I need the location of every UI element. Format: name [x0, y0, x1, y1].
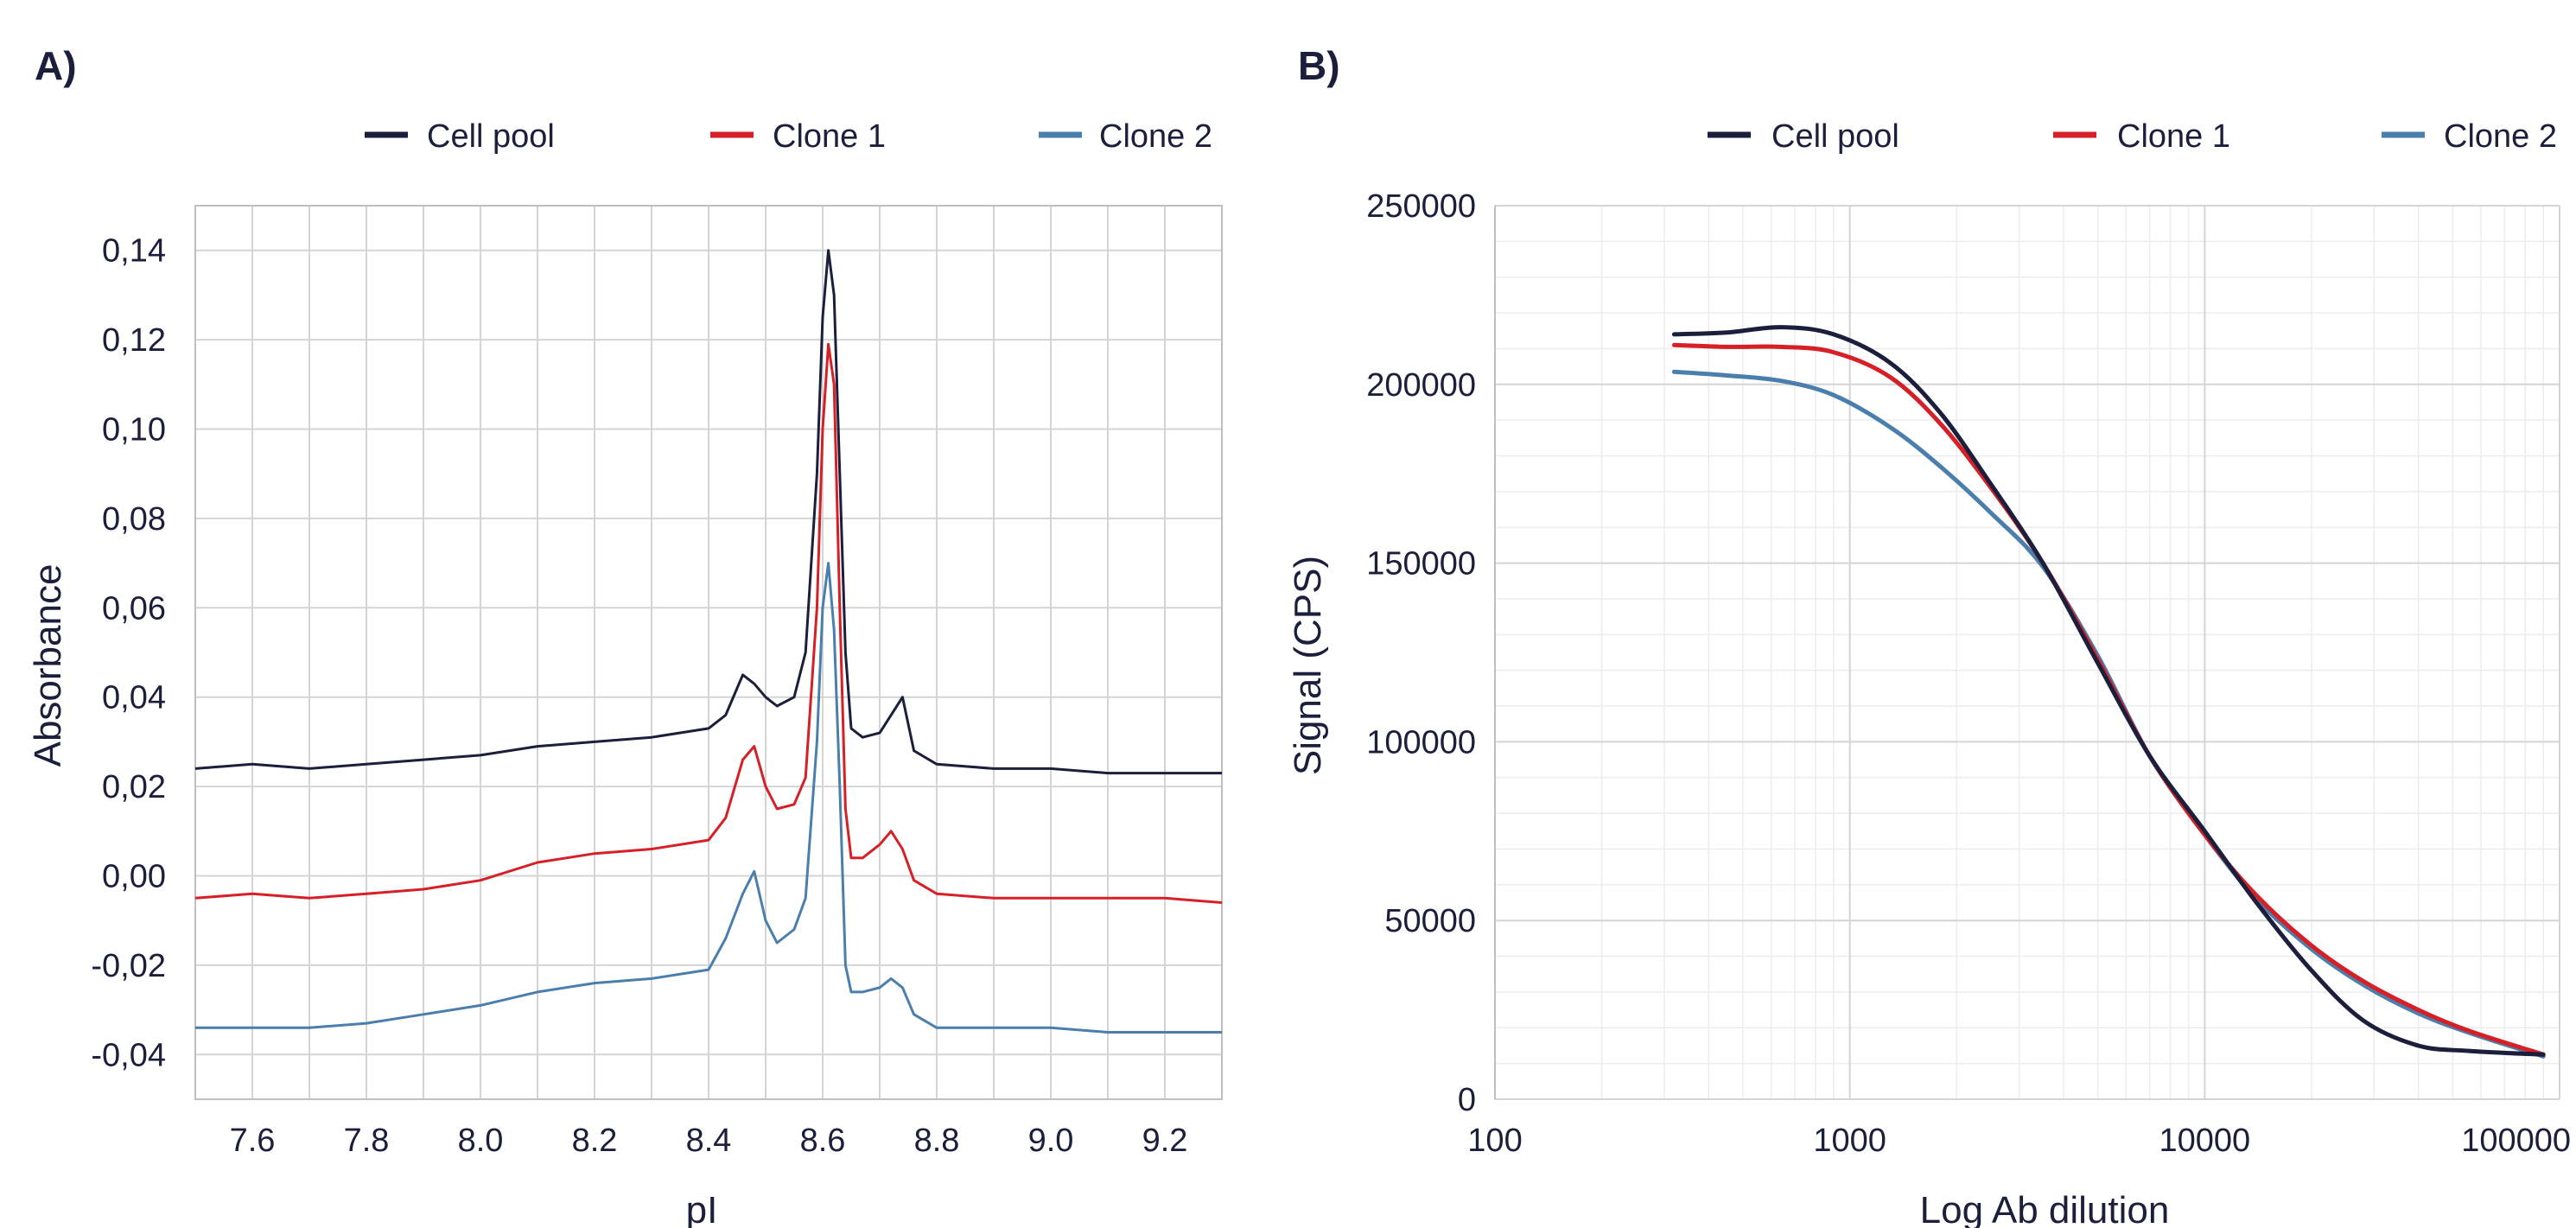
panel-a-y-ticks: 0,14 0,12 0,10 0,08 0,06 0,04 0,02 0,00 -0,02 -0,… [91, 233, 166, 1074]
panel-b-x-axis-title: Log Ab dilution [1920, 1189, 2170, 1228]
x-tick-label: 9.2 [1142, 1123, 1188, 1159]
x-tick-label: 100000 [2461, 1123, 2571, 1159]
panel-a-x-ticks: 7.6 7.8 8.0 8.2 8.4 8.6 8.8 9.0 9.2 [230, 1123, 1188, 1159]
y-tick-label: 0 [1458, 1082, 1476, 1118]
y-tick-label: 0,10 [102, 412, 166, 449]
panel-b-series [1671, 325, 2546, 1059]
series-line-clone-2 [195, 562, 1222, 1034]
panel-b-x-ticks: 100 1000 10000 100000 [1467, 1123, 2571, 1159]
y-tick-label: -0,02 [91, 948, 166, 984]
series-curve-clone-1 [1671, 342, 2546, 1057]
y-tick-label: 0,08 [102, 501, 166, 538]
legend-label-clone-1: Clone 1 [2117, 118, 2230, 155]
y-tick-label: 0,04 [102, 680, 166, 716]
x-tick-label: 10000 [2159, 1123, 2250, 1159]
panel-b-y-axis-title: Signal (CPS) [1287, 556, 1329, 775]
y-tick-label: -0,04 [91, 1037, 166, 1073]
x-tick-label: 8.2 [572, 1123, 618, 1159]
panel-a-legend: Cell pool Clone 1 Clone 2 [365, 118, 1212, 155]
panel-a-y-axis-title: Absorbance [27, 564, 69, 767]
y-tick-label: 200000 [1366, 367, 1476, 404]
panel-a-label: A) [35, 43, 77, 88]
legend-label-clone-2: Clone 2 [2444, 118, 2557, 155]
panel-b-label: B) [1298, 43, 1340, 88]
series-curve-clone-2 [1671, 369, 2546, 1059]
y-tick-label: 50000 [1384, 903, 1476, 939]
panel-b-y-ticks: 250000 200000 150000 100000 50000 0 [1366, 188, 1476, 1118]
y-tick-label: 0,06 [102, 590, 166, 627]
y-tick-label: 250000 [1366, 188, 1476, 225]
x-tick-label: 1000 [1813, 1123, 1886, 1159]
panel-b-chart: B) Cell pool Clone 1 Clone 2 100 1000 1000… [1287, 43, 2571, 1228]
y-tick-label: 0,00 [102, 859, 166, 895]
panel-b-grid [1494, 205, 2560, 1100]
y-tick-label: 0,14 [102, 233, 166, 270]
legend-label-clone-2: Clone 2 [1099, 118, 1212, 155]
y-tick-label: 0,02 [102, 769, 166, 805]
x-tick-label: 100 [1467, 1123, 1522, 1159]
x-tick-label: 9.0 [1028, 1123, 1074, 1159]
panel-a-x-axis-title: pI [686, 1189, 718, 1228]
x-tick-label: 8.8 [914, 1123, 960, 1159]
x-tick-label: 7.8 [344, 1123, 390, 1159]
legend-label-cell-pool: Cell pool [427, 118, 555, 155]
series-line-clone-1 [194, 342, 1223, 904]
panel-a-chart: A) Cell pool Clone 1 Clone 2 7.6 7.8 8.0 8.… [27, 43, 1223, 1228]
x-tick-label: 8.4 [686, 1123, 732, 1159]
y-tick-label: 150000 [1366, 546, 1476, 582]
legend-label-clone-1: Clone 1 [773, 118, 886, 155]
series-curve-cell-pool [1671, 325, 2546, 1057]
x-tick-label: 7.6 [230, 1123, 276, 1159]
series-line-cell-pool [194, 249, 1222, 775]
y-tick-label: 100000 [1366, 724, 1476, 760]
y-tick-label: 0,12 [102, 322, 166, 359]
legend-label-cell-pool: Cell pool [1771, 118, 1899, 155]
panel-a-grid [194, 206, 1223, 1099]
x-tick-label: 8.0 [458, 1123, 504, 1159]
panel-a-series [194, 249, 1223, 1034]
panel-b-legend: Cell pool Clone 1 Clone 2 [1708, 118, 2557, 155]
x-tick-label: 8.6 [800, 1123, 846, 1159]
panel-a-plot-frame [194, 205, 1223, 1100]
